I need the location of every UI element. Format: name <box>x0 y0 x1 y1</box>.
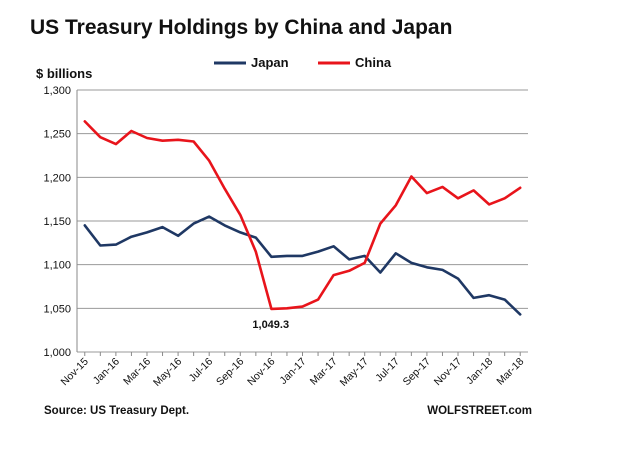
x-tick-label: Sep-17 <box>401 356 434 389</box>
x-tick-label: Nov-17 <box>432 356 465 389</box>
chart-title: US Treasury Holdings by China and Japan <box>30 16 452 39</box>
y-tick-label: 1,050 <box>43 303 71 315</box>
series-line-china <box>83 120 522 311</box>
legend: Japan China <box>214 55 392 70</box>
y-tick-label: 1,100 <box>43 260 71 272</box>
y-tick-label: 1,250 <box>43 129 71 141</box>
x-tick-label: Nov-15 <box>58 356 91 389</box>
y-axis-unit-label: $ billions <box>36 66 92 81</box>
x-tick-label: Nov-16 <box>245 356 278 389</box>
plot-area: 1,000 1,050 1,100 1,150 1,200 1,250 1,300 Nov-1… <box>43 85 528 389</box>
y-tick-label: 1,150 <box>43 216 71 228</box>
brand-label: WOLFSTREET.com <box>427 405 532 417</box>
legend-label-china: China <box>355 55 392 70</box>
x-tick-label: May-16 <box>151 356 184 389</box>
y-tick-label: 1,000 <box>43 347 71 359</box>
legend-label-japan: Japan <box>251 55 289 70</box>
source-note: Source: US Treasury Dept. <box>44 405 189 417</box>
x-tick-label: Jan-18 <box>464 356 495 387</box>
x-tick-label: Jul-17 <box>373 356 402 385</box>
x-tick-label: Jan-17 <box>277 356 308 387</box>
x-tick-label: Mar-17 <box>308 356 340 388</box>
y-tick-label: 1,300 <box>43 85 71 97</box>
x-tick-label: Mar-16 <box>121 356 153 388</box>
x-tick-label: Jul-16 <box>187 356 216 385</box>
x-tick-label: Mar-18 <box>494 356 526 388</box>
data-label-china-low: 1,049.3 <box>252 319 289 331</box>
x-tick-label: Sep-16 <box>214 356 247 389</box>
x-tick-label: May-17 <box>338 356 371 389</box>
y-tick-label: 1,200 <box>43 172 71 184</box>
series-line-japan <box>83 215 522 316</box>
x-tick-label: Jan-16 <box>91 356 122 387</box>
